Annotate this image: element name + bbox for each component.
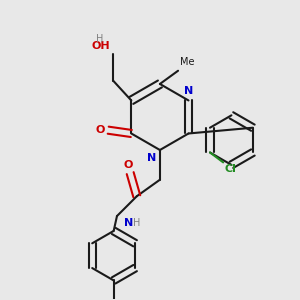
Text: H: H [134,218,141,228]
Text: N: N [124,218,133,228]
Text: N: N [147,153,157,163]
Text: H: H [96,34,103,44]
Text: Me: Me [180,57,194,68]
Text: Cl: Cl [225,164,237,174]
Text: O: O [95,125,105,135]
Text: O: O [124,160,133,170]
Text: N: N [184,85,193,95]
Text: OH: OH [91,41,110,51]
